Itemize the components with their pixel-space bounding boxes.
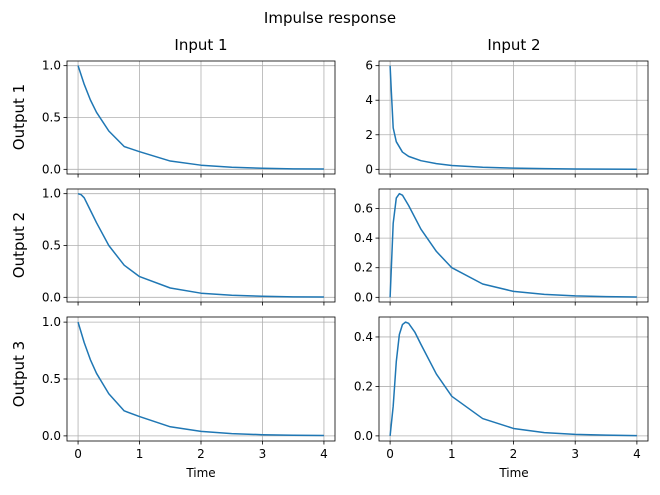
figure-title: Impulse response [264,9,396,27]
x-tick-label-r3c1-4: 4 [320,447,328,461]
series-line-r3c2 [389,321,637,437]
y-tick-label-r1c1-0: 0.0 [42,162,61,176]
column-title-input-2: Input 2 [487,36,540,54]
series-line-r2c1 [77,192,324,298]
y-tick-label-r2c2-0: 0.0 [354,290,373,304]
row-label-output-2: Output 2 [10,212,28,278]
y-tick-label-r3c1-2: 1.0 [42,315,61,329]
row-label-output-3: Output 3 [10,341,28,407]
column-title-input-1: Input 1 [174,36,227,54]
x-tick-label-r3c1-0: 0 [74,447,82,461]
x-tick-label-r3c2-0: 0 [386,447,394,461]
panel-r1c1: 0.0 0.5 1.0 [42,59,336,178]
x-tick-label-r3c2-2: 2 [510,447,518,461]
y-tick-label-r3c1-1: 0.5 [42,372,61,386]
x-tick-label-r3c1-3: 3 [259,447,267,461]
series-line-r3c1 [77,321,324,437]
y-tick-label-r1c2-2: 4 [365,93,373,107]
y-tick-label-r1c1-2: 1.0 [42,59,61,73]
y-tick-label-r3c2-0: 0.0 [354,429,373,443]
series-line-r1c2 [389,65,637,170]
y-tick-label-r2c1-0: 0.0 [42,290,61,304]
x-tick-label-r3c1-1: 1 [136,447,144,461]
x-tick-label-r3c2-1: 1 [448,447,456,461]
x-axis-label-left: Time [185,466,215,480]
y-tick-label-r1c2-0: 0 [365,162,373,176]
row-label-output-1: Output 1 [10,84,28,150]
y-tick-label-r3c2-2: 0.4 [354,330,373,344]
y-tick-label-r1c2-1: 2 [365,128,373,142]
y-tick-label-r3c1-0: 0.0 [42,429,61,443]
y-tick-label-r2c1-2: 1.0 [42,187,61,201]
x-axis-label-right: Time [498,466,528,480]
y-tick-label-r1c1-1: 0.5 [42,111,61,125]
y-tick-label-r2c2-2: 0.4 [354,231,373,245]
y-tick-label-r2c2-3: 0.6 [354,201,373,215]
y-tick-label-r2c1-1: 0.5 [42,239,61,253]
x-tick-label-r3c2-3: 3 [571,447,579,461]
series-line-r2c2 [389,192,637,298]
y-tick-label-r1c2-3: 6 [365,59,373,73]
panel-r3c2: 0 1 2 3 4 0.0 0.2 0.4 [354,316,649,461]
panel-r1c2: 0 2 4 6 [365,59,649,178]
panel-r3c1: 0 1 2 3 4 0.0 0.5 1.0 [42,315,336,461]
panel-r2c2: 0.0 0.2 0.4 0.6 [354,188,649,306]
x-tick-label-r3c2-4: 4 [633,447,641,461]
x-tick-label-r3c1-2: 2 [197,447,205,461]
series-line-r1c1 [77,65,324,170]
panel-r2c1: 0.0 0.5 1.0 [42,187,336,306]
y-tick-label-r3c2-1: 0.2 [354,379,373,393]
y-tick-label-r2c2-1: 0.2 [354,261,373,275]
